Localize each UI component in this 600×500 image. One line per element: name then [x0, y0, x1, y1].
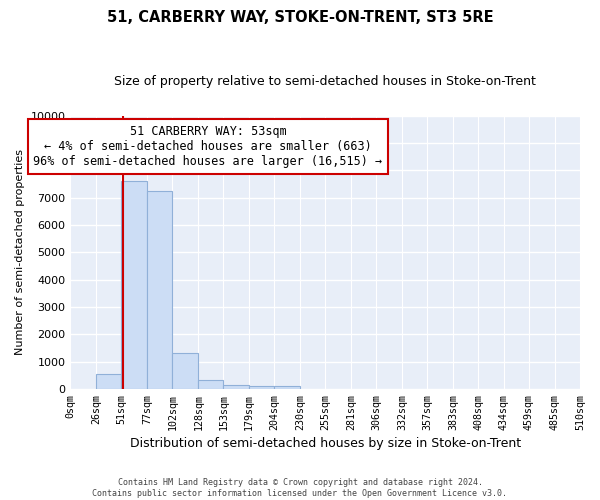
- Text: 51, CARBERRY WAY, STOKE-ON-TRENT, ST3 5RE: 51, CARBERRY WAY, STOKE-ON-TRENT, ST3 5R…: [107, 10, 493, 25]
- Bar: [97, 374, 121, 389]
- X-axis label: Distribution of semi-detached houses by size in Stoke-on-Trent: Distribution of semi-detached houses by …: [130, 437, 521, 450]
- Y-axis label: Number of semi-detached properties: Number of semi-detached properties: [15, 150, 25, 356]
- Text: 51 CARBERRY WAY: 53sqm
← 4% of semi-detached houses are smaller (663)
96% of sem: 51 CARBERRY WAY: 53sqm ← 4% of semi-deta…: [34, 125, 383, 168]
- Bar: [223, 385, 249, 389]
- Bar: [172, 353, 199, 389]
- Bar: [148, 191, 172, 389]
- Text: Contains HM Land Registry data © Crown copyright and database right 2024.
Contai: Contains HM Land Registry data © Crown c…: [92, 478, 508, 498]
- Bar: [249, 386, 274, 389]
- Bar: [121, 181, 148, 389]
- Title: Size of property relative to semi-detached houses in Stoke-on-Trent: Size of property relative to semi-detach…: [114, 75, 536, 88]
- Bar: [199, 380, 223, 389]
- Bar: [274, 386, 300, 389]
